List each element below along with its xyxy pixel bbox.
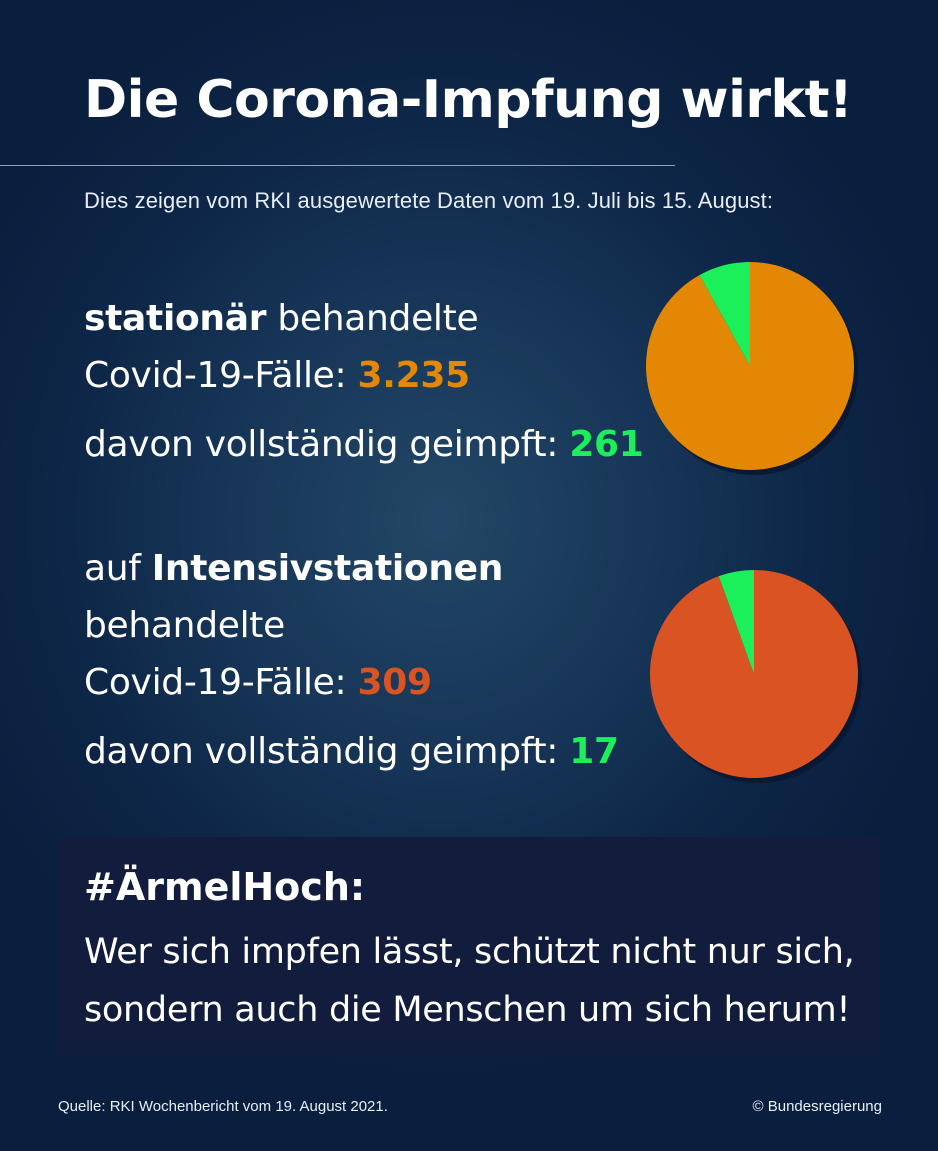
- callout-box: #ÄrmelHoch: Wer sich impfen lässt, schüt…: [58, 837, 880, 1055]
- title-divider: [0, 165, 675, 166]
- pie-chart-intensiv: [649, 570, 862, 783]
- page-title: Die Corona-Impfung wirkt!: [84, 70, 853, 130]
- block1-vaccinated-label: davon vollständig geimpft:: [84, 424, 570, 465]
- pie2-slice-vaccinated: [718, 570, 754, 674]
- block1-line1: stationär behandelte: [84, 290, 479, 347]
- subtitle: Dies zeigen vom RKI ausgewertete Daten v…: [84, 188, 774, 213]
- block2-line1: auf Intensivstationen: [84, 540, 503, 597]
- footer-source: Quelle: RKI Wochenbericht vom 19. August…: [58, 1098, 388, 1115]
- block1-line2: Covid-19-Fälle: 3.235: [84, 347, 470, 404]
- block2-vaccinated-label: davon vollständig geimpft:: [84, 731, 570, 772]
- block2-line3: Covid-19-Fälle: 309: [84, 654, 432, 711]
- block1-cases-label: Covid-19-Fälle:: [84, 355, 358, 396]
- block2-vaccinated-value: 17: [569, 731, 619, 772]
- pie2-slice-not-vaccinated: [649, 570, 858, 778]
- block2-cases-label: Covid-19-Fälle:: [84, 662, 358, 703]
- block2-pre: auf: [84, 548, 152, 589]
- pie1-slice-not-vaccinated: [646, 262, 855, 470]
- block2-line4: davon vollständig geimpft: 17: [84, 723, 619, 780]
- block1-rest: behandelte: [266, 298, 479, 339]
- block2-cases-value: 309: [357, 662, 433, 703]
- callout-line2: sondern auch die Menschen um sich herum!: [84, 990, 851, 1030]
- block1-line3: davon vollständig geimpft: 261: [84, 416, 644, 473]
- callout-line1: Wer sich impfen lässt, schützt nicht nur…: [84, 932, 855, 972]
- callout-message: Wer sich impfen lässt, schützt nicht nur…: [84, 923, 855, 1039]
- callout-hashtag: #ÄrmelHoch:: [84, 865, 366, 909]
- block2-bold: Intensivstationen: [151, 548, 504, 589]
- footer-copyright: © Bundesregierung: [752, 1098, 882, 1115]
- pie-chart-stationaer: [646, 262, 858, 475]
- pie1-slice-vaccinated: [699, 262, 750, 366]
- block1-cases-value: 3.235: [357, 355, 471, 396]
- block1-bold: stationär: [84, 298, 267, 339]
- block2-line2: behandelte: [84, 605, 285, 646]
- block1-vaccinated-value: 261: [569, 424, 644, 465]
